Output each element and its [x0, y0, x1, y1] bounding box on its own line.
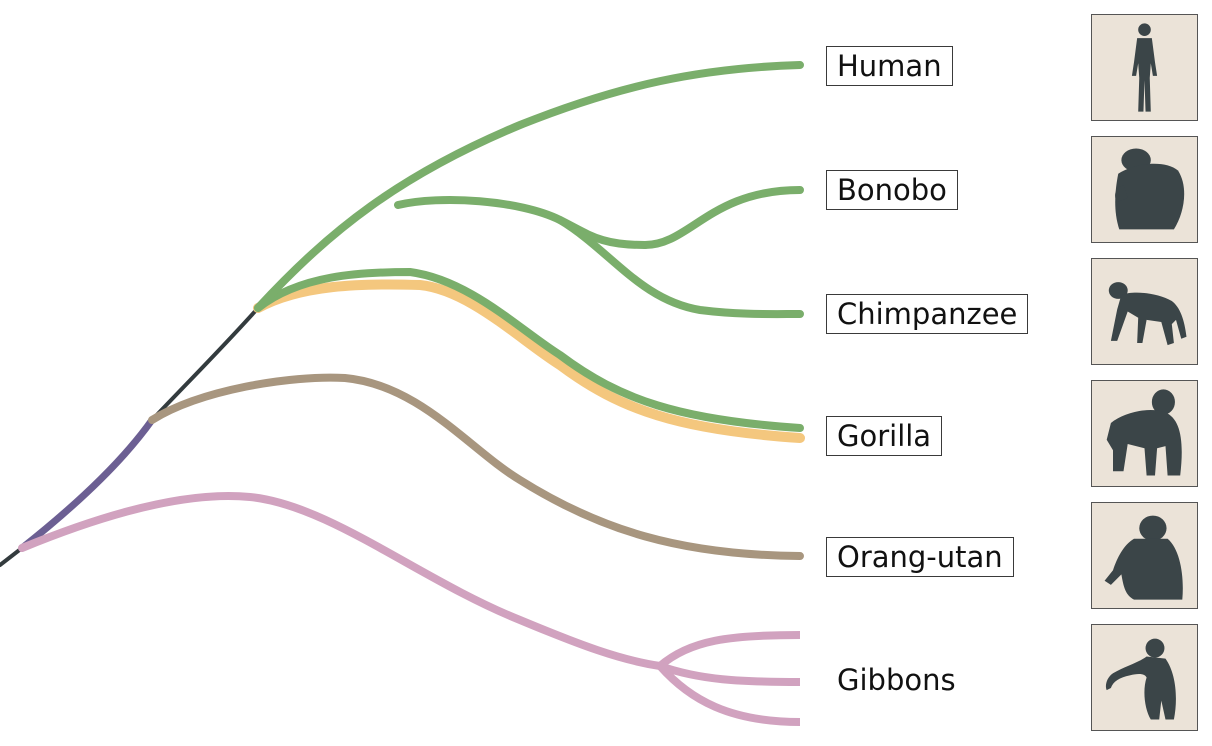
- bonobo-silhouette-icon: [1115, 148, 1185, 230]
- branch-human: [254, 61, 804, 312]
- branch-african-apes-stem: [150, 306, 260, 422]
- branch-chimpanzee: [556, 216, 804, 319]
- branch-gibbon-1: [657, 631, 801, 670]
- branch-gibbon-2: [658, 662, 801, 686]
- taxon-label-gorilla: Gorilla: [826, 416, 943, 456]
- taxon-label-human: Human: [826, 46, 953, 86]
- taxon-label-chimpanzee: Chimpanzee: [826, 294, 1029, 334]
- branch-gibbons: [18, 492, 664, 670]
- branch-gorilla: [254, 267, 804, 432]
- branch-orangutan: [148, 373, 804, 560]
- taxon-label-orangutan: Orang-utan: [826, 537, 1014, 577]
- taxon-label-bonobo: Bonobo: [826, 170, 958, 210]
- human-silhouette-icon: [1131, 23, 1158, 112]
- human-thumbnail: [1091, 14, 1198, 121]
- orangutan-silhouette-icon: [1104, 515, 1183, 600]
- gibbon-thumbnail: [1091, 624, 1198, 731]
- branch-pan: [394, 196, 649, 249]
- gibbon-silhouette-icon: [1105, 638, 1176, 720]
- branch-great-apes: [18, 416, 156, 552]
- branch-bonobo: [641, 186, 804, 249]
- gorilla-thumbnail: [1091, 380, 1198, 487]
- gorilla-silhouette-icon: [1106, 389, 1182, 476]
- branch-stem: [0, 546, 24, 567]
- chimpanzee-thumbnail: [1091, 258, 1198, 365]
- orangutan-thumbnail: [1091, 502, 1198, 609]
- branch-gibbon-3: [657, 663, 801, 726]
- bonobo-thumbnail: [1091, 136, 1198, 243]
- branch-gorilla-alt: [253, 279, 805, 443]
- taxon-label-gibbons: Gibbons: [826, 660, 967, 700]
- chimpanzee-silhouette-icon: [1108, 282, 1187, 346]
